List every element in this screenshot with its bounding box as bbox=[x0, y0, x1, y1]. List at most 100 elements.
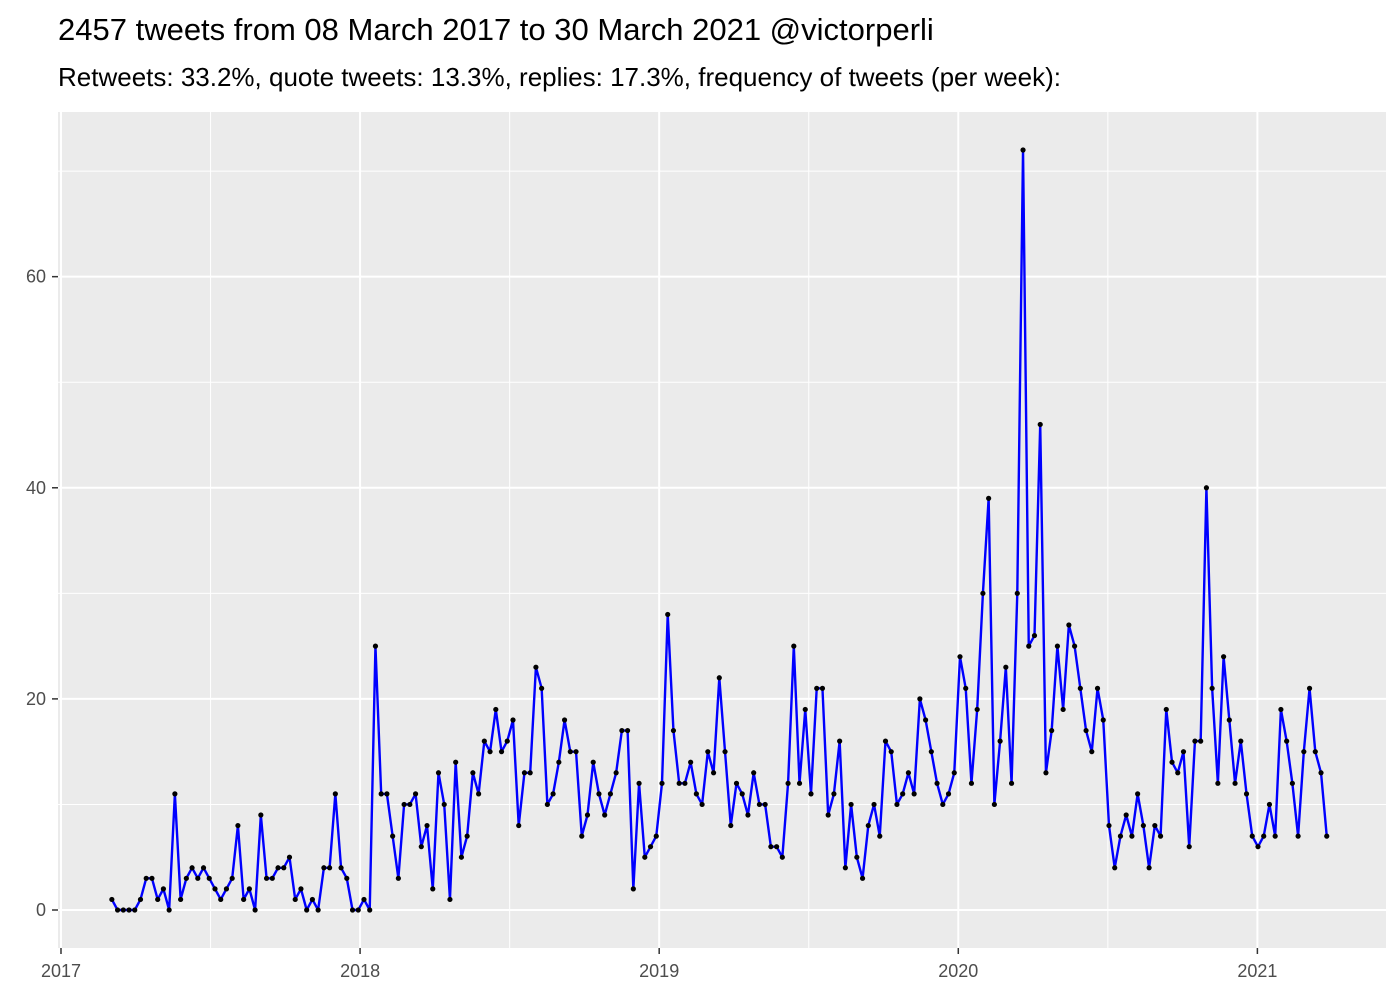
data-point bbox=[963, 685, 969, 691]
data-point bbox=[200, 865, 207, 871]
data-point bbox=[166, 907, 172, 913]
data-point bbox=[160, 886, 167, 892]
data-point bbox=[733, 780, 740, 786]
data-point bbox=[693, 791, 699, 797]
data-point bbox=[1175, 770, 1181, 776]
data-point bbox=[504, 738, 510, 744]
data-point bbox=[945, 791, 952, 797]
data-point bbox=[258, 812, 264, 818]
data-point bbox=[1318, 770, 1324, 776]
data-point bbox=[1146, 865, 1152, 871]
data-point bbox=[1226, 717, 1232, 723]
data-point bbox=[796, 780, 803, 786]
data-points bbox=[109, 147, 1330, 913]
data-point bbox=[109, 896, 115, 903]
data-point bbox=[470, 770, 476, 776]
data-point bbox=[1072, 643, 1078, 649]
data-point bbox=[1306, 685, 1313, 691]
data-point bbox=[1180, 749, 1187, 755]
data-point bbox=[395, 875, 401, 881]
data-point bbox=[1284, 738, 1290, 744]
data-point bbox=[137, 896, 144, 903]
data-point bbox=[745, 812, 751, 818]
data-point bbox=[1243, 791, 1250, 797]
data-point bbox=[842, 865, 848, 871]
data-point bbox=[1140, 822, 1146, 829]
data-point bbox=[1112, 865, 1118, 871]
data-point bbox=[390, 833, 396, 839]
data-point bbox=[831, 791, 837, 797]
data-point bbox=[665, 611, 671, 618]
data-point bbox=[997, 738, 1003, 744]
data-point bbox=[613, 770, 619, 776]
data-point bbox=[263, 875, 270, 881]
data-point bbox=[149, 875, 155, 881]
data-point bbox=[636, 780, 642, 786]
data-point bbox=[1043, 770, 1049, 776]
data-point bbox=[751, 770, 757, 776]
data-point bbox=[349, 907, 356, 913]
data-point bbox=[126, 907, 132, 913]
data-point bbox=[1221, 654, 1227, 660]
data-point bbox=[120, 907, 126, 913]
data-point bbox=[980, 590, 986, 596]
data-point bbox=[561, 717, 568, 723]
data-point bbox=[458, 854, 465, 860]
data-point bbox=[630, 886, 636, 892]
data-point bbox=[321, 865, 327, 871]
data-point bbox=[1163, 706, 1169, 713]
data-point bbox=[1203, 485, 1210, 491]
data-point bbox=[275, 865, 281, 871]
data-point bbox=[825, 812, 831, 818]
data-point bbox=[1123, 812, 1129, 818]
data-point bbox=[1083, 727, 1089, 734]
data-point bbox=[957, 654, 963, 660]
data-point bbox=[1031, 632, 1038, 639]
data-point bbox=[1129, 833, 1135, 839]
data-point bbox=[865, 822, 871, 829]
data-point bbox=[315, 907, 321, 913]
data-point bbox=[659, 780, 665, 786]
data-point bbox=[550, 791, 556, 797]
data-point bbox=[487, 749, 493, 755]
data-point bbox=[178, 896, 184, 903]
data-point bbox=[1261, 833, 1267, 839]
data-point bbox=[688, 759, 694, 765]
data-point bbox=[791, 643, 797, 649]
data-point bbox=[1100, 717, 1106, 723]
data-point bbox=[418, 844, 424, 850]
data-point bbox=[155, 896, 161, 903]
data-point bbox=[1295, 833, 1301, 839]
data-point bbox=[378, 791, 384, 797]
data-point bbox=[430, 886, 436, 892]
data-point bbox=[1215, 780, 1221, 786]
data-point bbox=[986, 495, 992, 501]
data-point bbox=[544, 801, 550, 808]
data-point bbox=[1324, 833, 1330, 839]
data-point bbox=[510, 717, 516, 723]
data-point bbox=[774, 844, 780, 850]
chart-subtitle: Retweets: 33.2%, quote tweets: 13.3%, re… bbox=[58, 62, 1061, 92]
data-point bbox=[1020, 147, 1026, 153]
data-point bbox=[647, 844, 654, 850]
x-tick-label: 2021 bbox=[1237, 961, 1277, 981]
data-point bbox=[1152, 822, 1158, 829]
data-point bbox=[1249, 833, 1255, 839]
data-point bbox=[814, 685, 820, 691]
data-point bbox=[435, 770, 442, 776]
plot-panel bbox=[58, 112, 1386, 948]
data-point bbox=[871, 801, 877, 808]
data-point bbox=[1238, 738, 1244, 744]
data-point bbox=[728, 822, 734, 829]
data-point bbox=[1049, 727, 1055, 734]
data-point bbox=[1312, 749, 1318, 755]
data-point bbox=[1157, 833, 1164, 839]
data-point bbox=[143, 875, 149, 881]
data-point bbox=[367, 907, 373, 913]
data-point bbox=[877, 833, 883, 839]
data-point bbox=[739, 791, 745, 797]
data-point bbox=[1278, 706, 1284, 713]
data-point bbox=[407, 801, 413, 808]
data-point bbox=[412, 791, 419, 797]
